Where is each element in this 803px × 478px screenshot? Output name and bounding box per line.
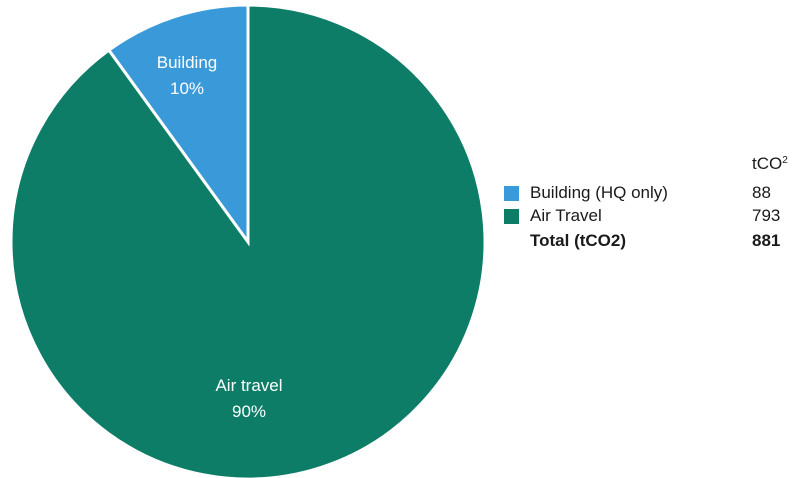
legend-value-building: 88 [752,183,771,202]
legend-swatch-air-travel [504,209,519,224]
legend-unit-header: tCO2 [752,154,788,174]
legend-label-building: Building (HQ only) [530,183,668,202]
legend-total-value: 881 [752,231,781,250]
legend-label-air-travel: Air Travel [530,206,602,225]
legend-value-air-travel: 793 [752,206,781,225]
pie-slice-building [106,3,250,247]
slice-percent-air-travel: 90% [232,402,266,421]
pie-slice-air-travel [9,3,487,478]
pie-slices [9,3,487,478]
slice-percent-building: 10% [170,79,204,98]
slice-label-air-travel: Air travel [215,376,282,395]
legend-unit-base: tCO [752,154,783,173]
legend-unit-sup: 2 [782,155,788,166]
slice-label-building: Building [157,53,218,72]
legend-swatch-building [504,186,519,201]
legend-total-label: Total (tCO2) [530,231,627,250]
